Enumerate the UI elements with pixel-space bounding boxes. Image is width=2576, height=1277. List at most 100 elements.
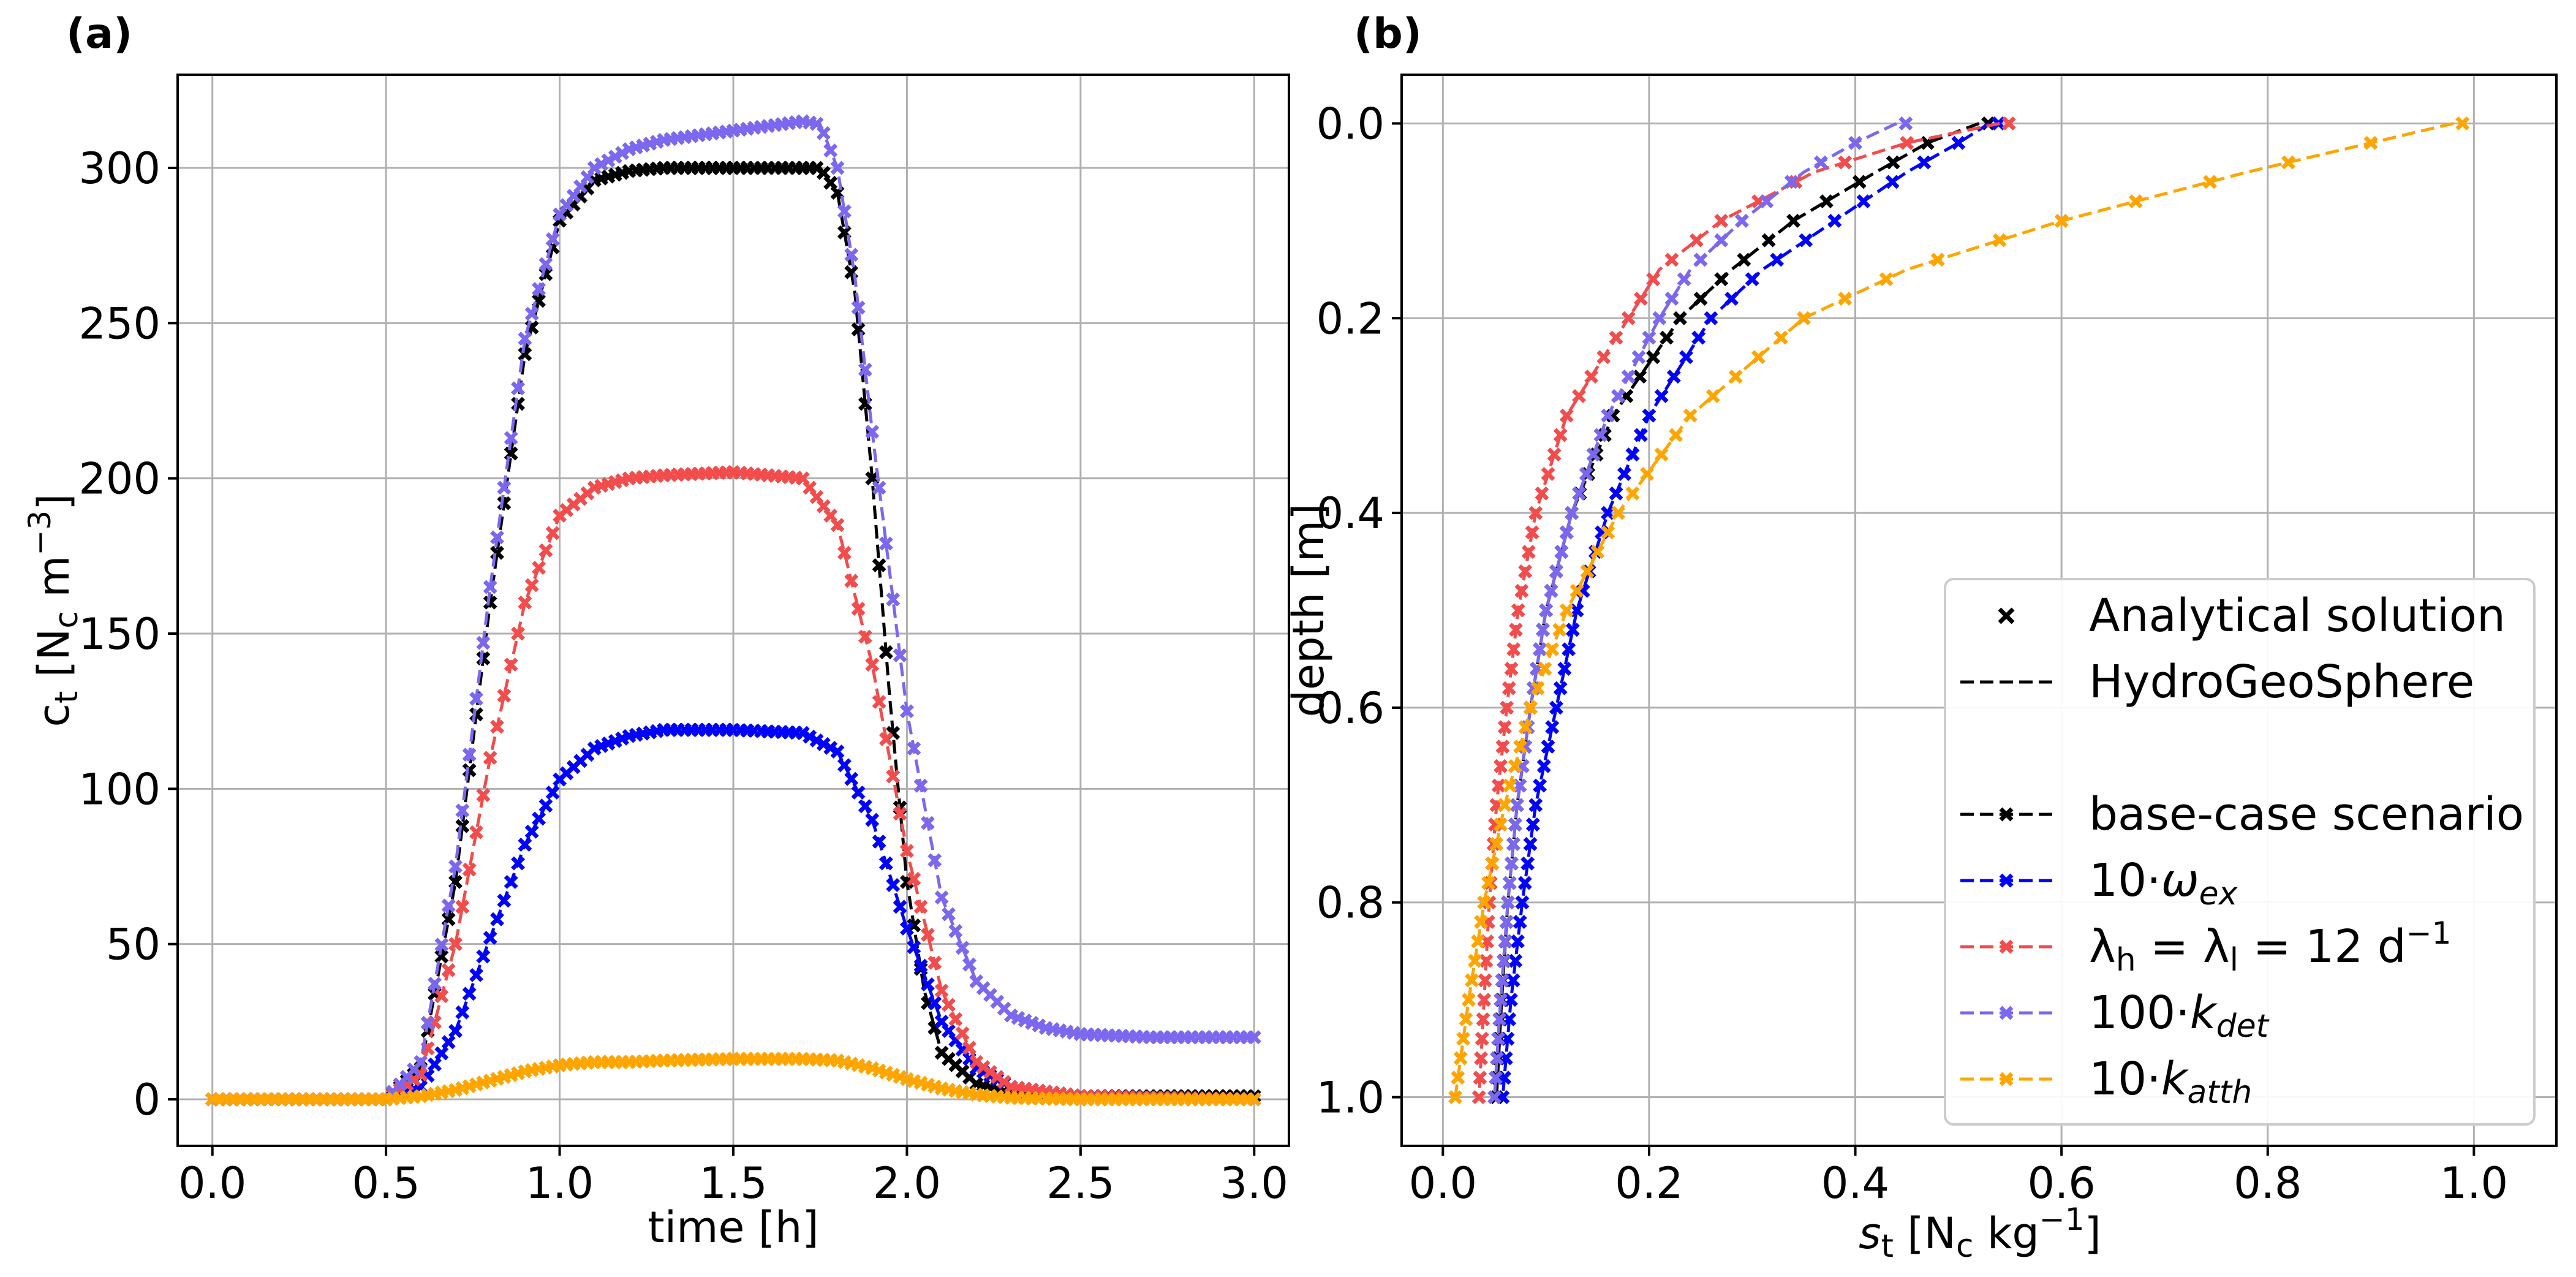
series-marker bbox=[587, 161, 602, 175]
series-marker bbox=[532, 811, 546, 826]
series-marker bbox=[1559, 525, 1574, 540]
series-marker bbox=[1625, 486, 1640, 501]
series-marker bbox=[524, 578, 539, 593]
series-marker bbox=[1714, 213, 1729, 228]
series-marker bbox=[497, 893, 512, 908]
series-marker bbox=[2455, 116, 2470, 131]
series-marker bbox=[1487, 1090, 1501, 1105]
series-marker bbox=[1471, 1090, 1486, 1105]
x-tick-label: 0.0 bbox=[178, 1158, 246, 1208]
series-marker bbox=[844, 574, 859, 588]
x-tick-label: 1.5 bbox=[699, 1158, 767, 1208]
series-marker bbox=[1799, 233, 1813, 248]
series-marker bbox=[434, 938, 449, 952]
series-marker bbox=[927, 955, 942, 970]
series-marker bbox=[441, 963, 456, 977]
legend-label: HydroGeoSphere bbox=[2089, 656, 2474, 708]
series-marker bbox=[1544, 583, 1558, 598]
series-marker bbox=[907, 871, 921, 886]
series-marker bbox=[1879, 272, 1894, 287]
series-marker bbox=[913, 958, 928, 973]
series-marker bbox=[1477, 993, 1492, 1007]
y-tick-label: 0.4 bbox=[1316, 488, 1384, 539]
series-marker bbox=[878, 732, 893, 746]
legend-entry-4: 10·ωex bbox=[1960, 854, 2238, 912]
series-marker bbox=[1654, 447, 1669, 462]
series-marker bbox=[1796, 311, 1811, 325]
series-marker bbox=[1784, 175, 1799, 189]
series-marker bbox=[1485, 856, 1500, 871]
legend-entry-7: 10·katth bbox=[1960, 1053, 2252, 1111]
legend-entry-3: base-case scenario bbox=[1960, 788, 2524, 841]
series-marker bbox=[872, 834, 886, 849]
series-marker bbox=[1523, 836, 1538, 851]
series-marker bbox=[545, 526, 560, 540]
series-marker bbox=[441, 898, 456, 913]
series-marker bbox=[483, 931, 497, 945]
series-marker bbox=[1553, 681, 1568, 695]
x-tick-label: 0.4 bbox=[1821, 1158, 1889, 1208]
series-marker bbox=[615, 146, 630, 161]
series-marker bbox=[2054, 213, 2069, 228]
series-marker bbox=[1737, 252, 1751, 267]
series-marker bbox=[1515, 895, 1530, 910]
series-marker bbox=[504, 431, 518, 445]
series-marker bbox=[1565, 506, 1579, 520]
series-marker bbox=[1633, 428, 1648, 442]
series-marker bbox=[434, 989, 449, 1004]
series-marker bbox=[1503, 778, 1517, 793]
x-tick-label: 0.5 bbox=[352, 1158, 420, 1208]
series-marker bbox=[1786, 213, 1801, 228]
series-marker bbox=[476, 635, 491, 650]
series-marker bbox=[865, 425, 880, 439]
series-marker bbox=[1601, 408, 1615, 423]
series-marker bbox=[1559, 408, 1574, 423]
series-marker bbox=[830, 518, 845, 532]
series-marker bbox=[1473, 1070, 1487, 1085]
y-tick-label: 0.8 bbox=[1316, 878, 1384, 928]
series-marker bbox=[1477, 895, 1492, 910]
series-marker bbox=[1669, 428, 1683, 442]
series-marker bbox=[1453, 1051, 1468, 1066]
series-marker bbox=[455, 1005, 470, 1020]
panel-a-y-label: ct [Nc m−3] bbox=[22, 494, 85, 727]
legend-label: 10·ωex bbox=[2089, 854, 2238, 912]
series-marker bbox=[469, 825, 483, 839]
panel-b-x-label: st [Nc kg−1] bbox=[1859, 1202, 2101, 1265]
series-marker bbox=[462, 862, 477, 877]
series-marker bbox=[1497, 798, 1512, 813]
series-marker bbox=[518, 332, 532, 346]
series-marker bbox=[511, 856, 526, 871]
x-tick-label: 0.2 bbox=[1615, 1158, 1683, 1208]
series-marker bbox=[1448, 1090, 1462, 1105]
y-tick-label: 100 bbox=[78, 764, 161, 814]
series-marker bbox=[913, 778, 928, 793]
panel-b-label: (b) bbox=[1354, 10, 1422, 58]
series-marker bbox=[1536, 623, 1551, 637]
series-marker bbox=[1745, 272, 1759, 287]
series-marker bbox=[1856, 194, 1871, 209]
series-marker bbox=[1545, 720, 1560, 735]
series-marker bbox=[1611, 506, 1625, 520]
series-marker bbox=[1508, 817, 1522, 832]
series-marker bbox=[1541, 467, 1555, 482]
series-marker bbox=[1664, 252, 1679, 267]
x-tick-label: 1.0 bbox=[2440, 1158, 2508, 1208]
series-marker bbox=[428, 1057, 442, 1072]
series-marker bbox=[823, 143, 838, 158]
legend-marker bbox=[1998, 607, 2015, 624]
legend-entry-5: λh = λl = 12 d−1 bbox=[1960, 915, 2452, 979]
x-tick-label: 1.0 bbox=[526, 1158, 594, 1208]
series-marker bbox=[504, 657, 518, 672]
y-tick-label: 0.0 bbox=[1316, 99, 1384, 149]
series-marker bbox=[1586, 447, 1601, 462]
series-marker bbox=[837, 545, 852, 560]
series-marker bbox=[448, 1024, 463, 1039]
series-marker bbox=[1517, 876, 1532, 890]
series-marker bbox=[1511, 934, 1525, 949]
series-marker bbox=[1898, 116, 1913, 131]
series-marker bbox=[830, 745, 845, 759]
series-marker bbox=[511, 626, 526, 641]
panel-a-x-label: time [h] bbox=[648, 1202, 818, 1252]
legend-entry-0: Analytical solution bbox=[1998, 589, 2506, 642]
